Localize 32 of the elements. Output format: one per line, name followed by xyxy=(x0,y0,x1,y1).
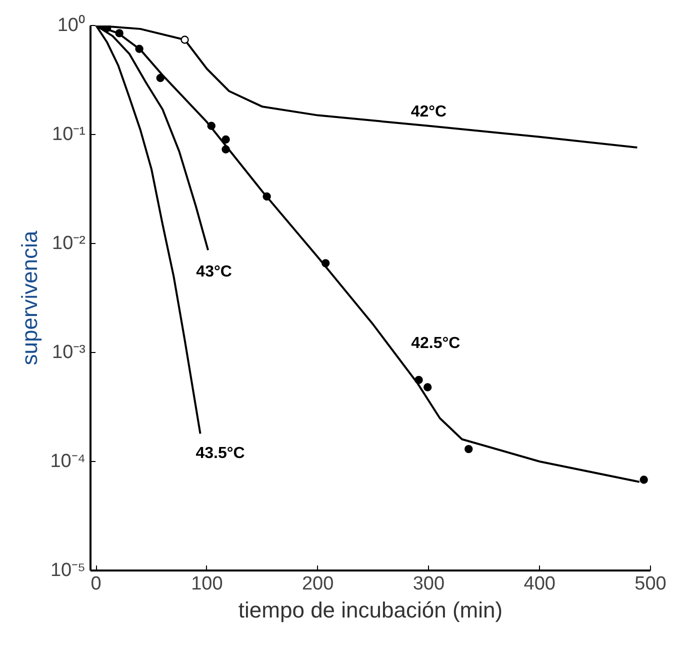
x-tick-label: 400 xyxy=(524,574,556,594)
point xyxy=(424,383,432,392)
point xyxy=(115,29,124,38)
x-tick-label: 300 xyxy=(412,574,445,594)
y-tick-label: 10⁻² xyxy=(52,233,86,254)
point xyxy=(180,36,189,44)
x-axis-title: tiempo de incubación (min) xyxy=(238,598,503,622)
y-tick-label: 10⁻⁴ xyxy=(50,451,86,472)
point xyxy=(321,259,330,268)
point xyxy=(156,74,164,82)
point xyxy=(640,476,648,484)
series-label: 42°C xyxy=(410,103,448,120)
y-tick-label: 10⁻³ xyxy=(52,342,86,363)
point xyxy=(103,26,112,32)
series-label: 43°C xyxy=(196,264,232,281)
point xyxy=(464,444,473,454)
y-axis-title: supervivencia xyxy=(17,230,42,366)
point xyxy=(135,44,144,53)
x-tick-label: 500 xyxy=(634,574,666,594)
point xyxy=(262,192,271,201)
y-tick-label: 10⁻¹ xyxy=(52,124,86,145)
point xyxy=(222,145,230,154)
point xyxy=(414,376,423,384)
x-tick-label: 200 xyxy=(302,574,334,594)
point xyxy=(222,135,230,144)
point xyxy=(207,122,216,130)
y-tick-label: 10⁻⁵ xyxy=(50,560,86,581)
x-tick-label: 0 xyxy=(90,574,102,594)
series-label: 42.5°C xyxy=(411,334,461,352)
y-tick-label: 10⁰ xyxy=(57,14,86,36)
series-label: 43.5°C xyxy=(196,445,246,462)
x-tick-label: 100 xyxy=(191,574,223,594)
